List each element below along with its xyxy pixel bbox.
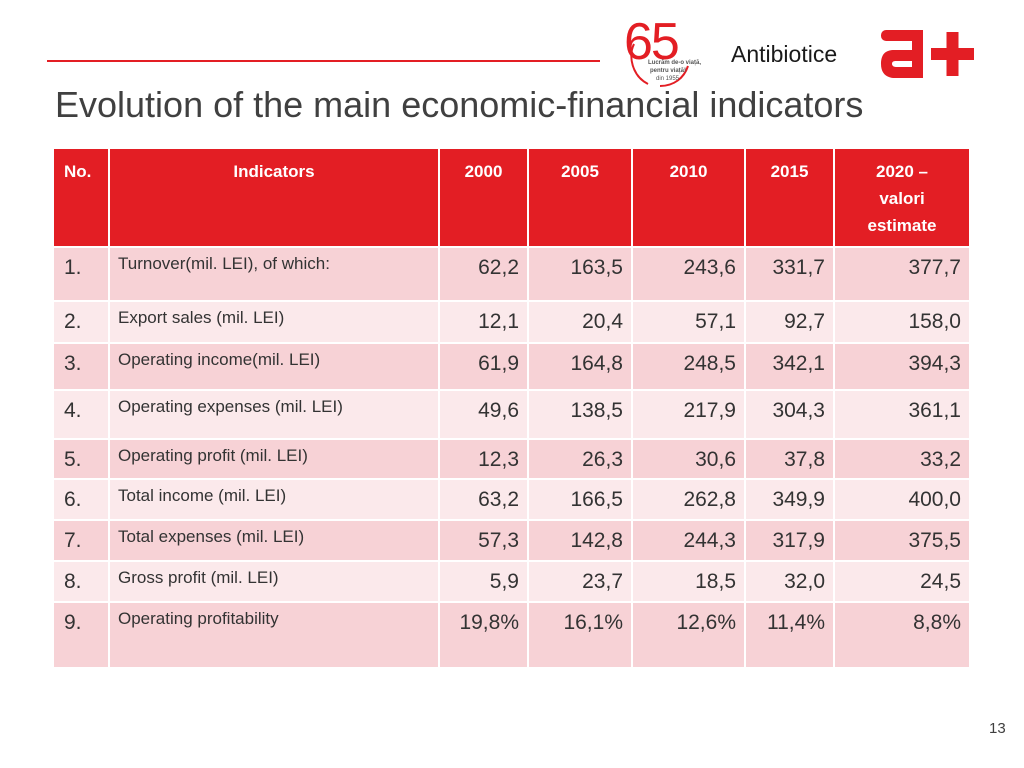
value-2020: 361,1 — [835, 391, 969, 438]
value-2015: 92,7 — [746, 302, 833, 342]
value-2005: 20,4 — [529, 302, 631, 342]
brand-logo-icon — [881, 30, 974, 78]
indicator-name: Total income (mil. LEI) — [110, 480, 438, 519]
anniversary-number: 65 — [624, 13, 680, 71]
value-2010: 217,9 — [633, 391, 744, 438]
table-row: 6. Total income (mil. LEI) 63,2 166,5 26… — [54, 480, 969, 519]
table-row: 8. Gross profit (mil. LEI) 5,9 23,7 18,5… — [54, 562, 969, 601]
value-2020: 8,8% — [835, 603, 969, 667]
row-number: 1. — [54, 248, 108, 300]
header-2010: 2010 — [633, 149, 744, 246]
value-2015: 331,7 — [746, 248, 833, 300]
row-number: 6. — [54, 480, 108, 519]
header-2020: 2020 – valori estimate — [835, 149, 969, 246]
since-year: din 1955 — [656, 76, 680, 82]
table-header-row: No. Indicators 2000 2005 2010 2015 2020 … — [54, 149, 969, 246]
indicators-table: No. Indicators 2000 2005 2010 2015 2020 … — [52, 147, 971, 669]
value-2015: 304,3 — [746, 391, 833, 438]
value-2010: 248,5 — [633, 344, 744, 389]
value-2005: 163,5 — [529, 248, 631, 300]
value-2000: 49,6 — [440, 391, 527, 438]
table-row: 7. Total expenses (mil. LEI) 57,3 142,8 … — [54, 521, 969, 560]
tagline-line-2: pentru viață! — [650, 68, 687, 74]
value-2010: 30,6 — [633, 440, 744, 478]
value-2015: 37,8 — [746, 440, 833, 478]
value-2010: 57,1 — [633, 302, 744, 342]
value-2020: 394,3 — [835, 344, 969, 389]
row-number: 4. — [54, 391, 108, 438]
value-2015: 342,1 — [746, 344, 833, 389]
row-number: 3. — [54, 344, 108, 389]
value-2010: 244,3 — [633, 521, 744, 560]
value-2010: 243,6 — [633, 248, 744, 300]
value-2020: 33,2 — [835, 440, 969, 478]
page-number: 13 — [989, 720, 1006, 737]
indicator-name: Operating income(mil. LEI) — [110, 344, 438, 389]
indicator-name: Operating profit (mil. LEI) — [110, 440, 438, 478]
indicator-name: Total expenses (mil. LEI) — [110, 521, 438, 560]
value-2020: 158,0 — [835, 302, 969, 342]
value-2015: 32,0 — [746, 562, 833, 601]
value-2000: 61,9 — [440, 344, 527, 389]
value-2015: 349,9 — [746, 480, 833, 519]
value-2005: 23,7 — [529, 562, 631, 601]
value-2000: 63,2 — [440, 480, 527, 519]
row-number: 2. — [54, 302, 108, 342]
value-2005: 26,3 — [529, 440, 631, 478]
value-2000: 5,9 — [440, 562, 527, 601]
indicator-name: Export sales (mil. LEI) — [110, 302, 438, 342]
table-row: 3. Operating income(mil. LEI) 61,9 164,8… — [54, 344, 969, 389]
value-2010: 18,5 — [633, 562, 744, 601]
value-2005: 16,1% — [529, 603, 631, 667]
value-2000: 12,3 — [440, 440, 527, 478]
header-2000: 2000 — [440, 149, 527, 246]
row-number: 8. — [54, 562, 108, 601]
header-2005: 2005 — [529, 149, 631, 246]
value-2005: 164,8 — [529, 344, 631, 389]
table-row: 2. Export sales (mil. LEI) 12,1 20,4 57,… — [54, 302, 969, 342]
value-2000: 19,8% — [440, 603, 527, 667]
row-number: 7. — [54, 521, 108, 560]
value-2010: 262,8 — [633, 480, 744, 519]
value-2020: 400,0 — [835, 480, 969, 519]
value-2000: 62,2 — [440, 248, 527, 300]
indicator-name: Operating expenses (mil. LEI) — [110, 391, 438, 438]
table-row: 9. Operating profitability 19,8% 16,1% 1… — [54, 603, 969, 667]
page-title: Evolution of the main economic-financial… — [55, 84, 864, 125]
indicator-name: Gross profit (mil. LEI) — [110, 562, 438, 601]
value-2015: 11,4% — [746, 603, 833, 667]
value-2010: 12,6% — [633, 603, 744, 667]
row-number: 9. — [54, 603, 108, 667]
value-2020: 24,5 — [835, 562, 969, 601]
value-2020: 375,5 — [835, 521, 969, 560]
value-2005: 166,5 — [529, 480, 631, 519]
brand-name: Antibiotice — [731, 41, 838, 67]
value-2020: 377,7 — [835, 248, 969, 300]
tagline-line-1: Lucrăm de-o viață, — [648, 60, 702, 66]
row-number: 5. — [54, 440, 108, 478]
header-no: No. — [54, 149, 108, 246]
value-2000: 57,3 — [440, 521, 527, 560]
value-2005: 142,8 — [529, 521, 631, 560]
header-indicators: Indicators — [110, 149, 438, 246]
indicator-name: Operating profitability — [110, 603, 438, 667]
table-row: 1. Turnover(mil. LEI), of which: 62,2 16… — [54, 248, 969, 300]
table-row: 5. Operating profit (mil. LEI) 12,3 26,3… — [54, 440, 969, 478]
header-2015: 2015 — [746, 149, 833, 246]
indicator-name: Turnover(mil. LEI), of which: — [110, 248, 438, 300]
value-2000: 12,1 — [440, 302, 527, 342]
header-rule — [47, 60, 600, 62]
value-2015: 317,9 — [746, 521, 833, 560]
value-2005: 138,5 — [529, 391, 631, 438]
table-row: 4. Operating expenses (mil. LEI) 49,6 13… — [54, 391, 969, 438]
anniversary-logo: 65 Lucrăm de-o viață, pentru viață! din … — [624, 16, 704, 90]
